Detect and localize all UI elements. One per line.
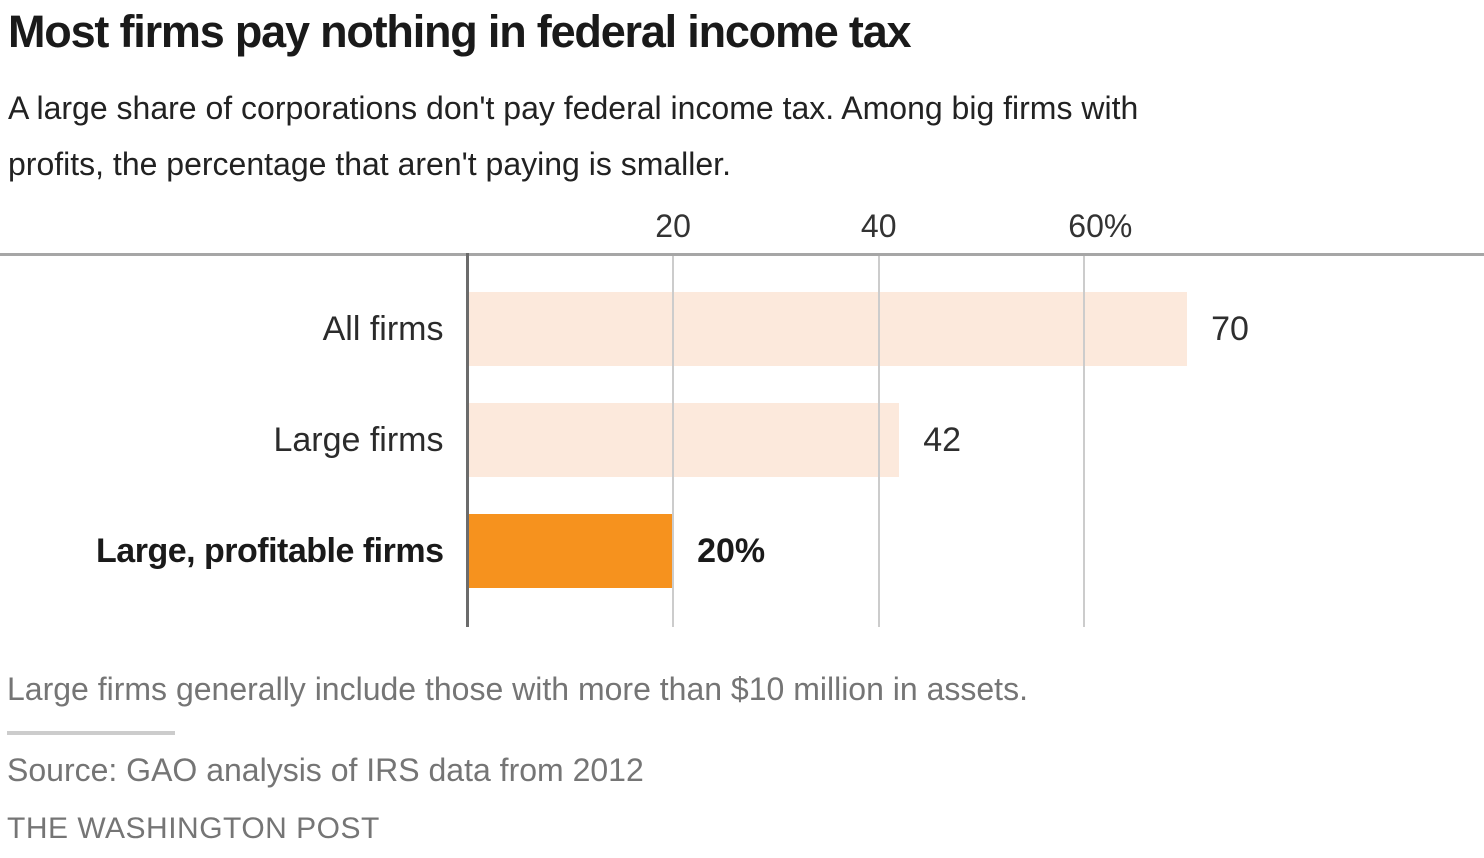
- y-axis-line: [466, 253, 469, 627]
- bar-value-label: 70: [1211, 310, 1249, 348]
- chart-top-border: [0, 253, 1484, 256]
- axis-tick-label: 40: [860, 208, 897, 244]
- gridline-60: [1083, 256, 1086, 627]
- chart-footnote: Large firms generally include those with…: [7, 671, 1028, 707]
- footer-divider: [7, 731, 175, 735]
- chart-subtitle-line-2: profits, the percentage that aren't payi…: [8, 146, 731, 182]
- gridline-40: [877, 256, 880, 627]
- chart-subtitle-line-1: A large share of corporations don't pay …: [8, 90, 1139, 126]
- bar: [467, 292, 1188, 366]
- bar-value-label: 20%: [697, 532, 766, 570]
- source-attribution: Source: GAO analysis of IRS data from 20…: [7, 752, 644, 788]
- category-label: Large, profitable firms: [96, 532, 444, 570]
- category-label: All firms: [322, 310, 444, 348]
- category-label: Large firms: [273, 421, 444, 459]
- chart-subtitle: A large share of corporations don't pay …: [8, 80, 1138, 192]
- publisher-credit: THE WASHINGTON POST: [7, 812, 380, 845]
- bar-chart: 20 40 60% All firms 70 Large firms 42 Large, pr…: [0, 208, 1484, 627]
- bar: [467, 514, 674, 588]
- bar-value-label: 42: [923, 421, 962, 459]
- axis-tick-label: 60%: [1068, 208, 1133, 244]
- chart-title: Most firms pay nothing in federal income…: [8, 6, 912, 57]
- gridline-20: [672, 256, 675, 627]
- axis-tick-label: 20: [655, 208, 691, 244]
- bar: [467, 403, 900, 477]
